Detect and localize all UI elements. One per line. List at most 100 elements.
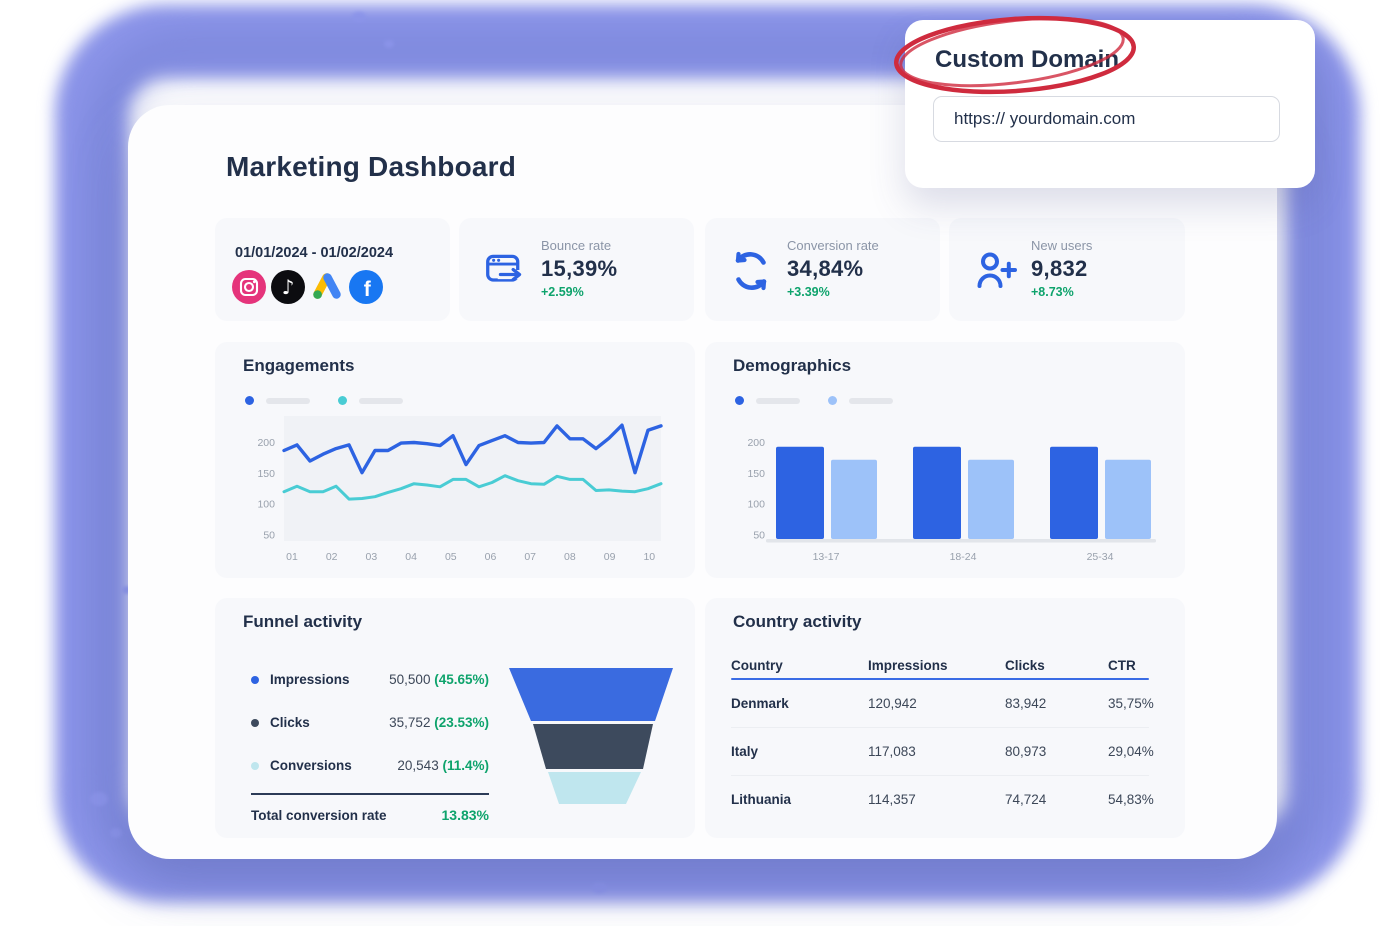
country-activity-card: Country activity Country Impressions Cli… (705, 598, 1185, 838)
svg-text:50: 50 (753, 529, 765, 541)
table-cell-clicks: 80,973 (1005, 744, 1047, 759)
bounce-rate-card: Bounce rate 15,39% +2.59% (459, 218, 694, 321)
svg-text:150: 150 (747, 468, 765, 480)
column-header: CTR (1108, 657, 1136, 673)
stat-value: 34,84% (787, 256, 864, 281)
column-header: Clicks (1005, 657, 1045, 673)
table-cell-impressions: 114,357 (868, 792, 916, 807)
engagements-line-chart: 200 150 100 50 01 02 03 04 05 06 07 08 09 10 (257, 416, 663, 563)
table-cell-ctr: 54,83% (1108, 792, 1154, 807)
svg-text:50: 50 (263, 529, 275, 541)
table-cell-impressions: 117,083 (868, 744, 916, 759)
table-cell-ctr: 35,75% (1108, 696, 1154, 711)
row-divider (731, 775, 1149, 776)
funnel-divider (251, 793, 489, 795)
svg-text:18-24: 18-24 (950, 551, 977, 563)
conversions-dot (251, 761, 259, 770)
stat-label: New users (1031, 238, 1093, 253)
refresh-icon (731, 251, 771, 291)
svg-text:06: 06 (485, 551, 497, 563)
funnel-value: 20,543 (11.4%) (397, 758, 489, 773)
engagements-card: Engagements 200 150 100 50 01 02 03 04 05 06 07 08 0… (215, 342, 695, 578)
stat-delta: +8.73% (1031, 285, 1074, 299)
stat-label: Conversion rate (787, 238, 879, 253)
legend-series-1-dot (245, 396, 254, 405)
paint-speck (384, 40, 394, 48)
svg-text:200: 200 (747, 437, 765, 449)
table-cell-clicks: 83,942 (1005, 696, 1047, 711)
stat-value: 9,832 (1031, 256, 1088, 281)
legend-series-2-placeholder (849, 397, 893, 404)
legend-series-2-dot (338, 396, 347, 405)
page-title: Marketing Dashboard (226, 151, 517, 182)
table-cell-country: Denmark (731, 696, 789, 711)
svg-text:25-34: 25-34 (1087, 551, 1114, 563)
svg-text:♪: ♪ (282, 275, 295, 299)
paint-speck (110, 828, 122, 838)
funnel-segment-impressions (509, 668, 673, 721)
facebook-icon[interactable]: f (349, 270, 383, 304)
demographics-bar-chart: 200 150 100 50 13-17 18-24 25-34 (747, 437, 1156, 563)
instagram-icon[interactable] (232, 270, 266, 304)
svg-text:07: 07 (524, 551, 536, 563)
svg-text:13-17: 13-17 (813, 551, 840, 563)
paint-speck (90, 792, 108, 806)
funnel-label: Conversions (270, 758, 352, 773)
legend-series-2-placeholder (359, 397, 403, 404)
table-row: Italy 117,083 80,973 29,04% (731, 728, 1154, 775)
legend-series-1-placeholder (756, 397, 800, 404)
demographics-card: Demographics 200 150 100 50 13-17 18-24 25-34 (705, 342, 1185, 578)
funnel-title: Funnel activity (243, 612, 363, 631)
svg-text:09: 09 (604, 551, 616, 563)
funnel-list: Impressions 50,500 (45.65%) Clicks 35,75… (251, 658, 489, 835)
funnel-row: Clicks 35,752 (23.53%) (251, 701, 489, 744)
tiktok-icon[interactable]: ♪ (271, 270, 305, 304)
legend-series-1-dot (735, 396, 744, 405)
funnel-row: Impressions 50,500 (45.65%) (251, 658, 489, 701)
svg-text:f: f (364, 278, 372, 301)
funnel-row: Conversions 20,543 (11.4%) (251, 744, 489, 787)
funnel-label: Impressions (270, 672, 350, 687)
custom-domain-card: Custom Domain (905, 20, 1315, 188)
clicks-dot (251, 718, 259, 727)
engagements-legend (245, 396, 419, 405)
sources-card: 01/01/2024 - 01/02/2024 ♪ f (215, 218, 450, 321)
paint-speck (122, 586, 131, 594)
svg-text:01: 01 (286, 551, 298, 563)
total-conversion-label: Total conversion rate (251, 807, 387, 823)
table-row: Denmark 120,942 83,942 35,75% (731, 680, 1154, 727)
date-range: 01/01/2024 - 01/02/2024 (235, 245, 394, 261)
dashboard-card: Marketing Dashboard 01/01/2024 - 01/02/2… (128, 105, 1277, 859)
paint-speck (592, 882, 607, 893)
row-divider (731, 727, 1149, 728)
svg-text:03: 03 (366, 551, 378, 563)
stat-label: Bounce rate (541, 238, 612, 253)
new-users-card: New users 9,832 +8.73% (949, 218, 1185, 321)
svg-text:100: 100 (747, 499, 765, 511)
google-ads-icon[interactable] (310, 270, 344, 304)
stat-delta: +3.39% (787, 285, 830, 299)
custom-domain-input[interactable] (933, 96, 1280, 142)
svg-text:200: 200 (257, 437, 275, 449)
platform-icons: ♪ f (232, 270, 383, 304)
conversion-rate-card: Conversion rate 34,84% +3.39% (705, 218, 940, 321)
funnel-label: Clicks (270, 715, 310, 730)
demographics-title: Demographics (733, 356, 852, 375)
browser-exit-icon (485, 251, 525, 289)
engagements-title: Engagements (243, 356, 355, 375)
svg-text:04: 04 (405, 551, 417, 563)
svg-text:08: 08 (564, 551, 576, 563)
funnel-chart (509, 668, 673, 804)
funnel-total-row: Total conversion rate 13.83% (251, 795, 489, 835)
legend-series-2-dot (828, 396, 837, 405)
svg-text:150: 150 (257, 468, 275, 480)
svg-text:05: 05 (445, 551, 457, 563)
svg-text:10: 10 (643, 551, 655, 563)
total-conversion-value: 13.83% (441, 807, 489, 823)
table-cell-country: Italy (731, 744, 759, 759)
country-activity-title: Country activity (733, 612, 862, 631)
stat-value: 15,39% (541, 256, 618, 281)
table-cell-impressions: 120,942 (868, 696, 917, 711)
table-header-row: Country Impressions Clicks CTR (731, 652, 1149, 678)
stat-delta: +2.59% (541, 285, 584, 299)
